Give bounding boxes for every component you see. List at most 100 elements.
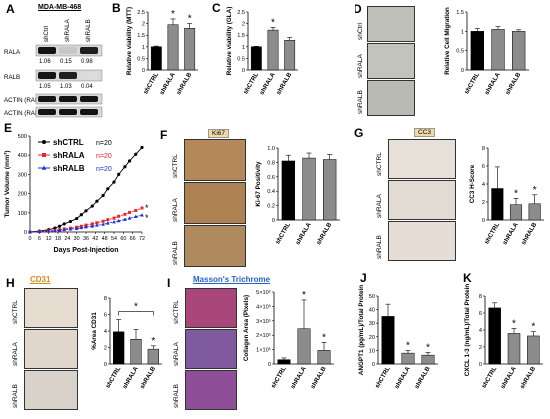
x-tick-label: shRALB xyxy=(139,365,158,390)
blot-band xyxy=(38,96,56,102)
data-point xyxy=(46,229,51,233)
micrograph-row-label: shCtrl xyxy=(357,23,364,40)
x-tick-label: 18 xyxy=(55,236,61,242)
stain-label: Ki67 xyxy=(208,129,230,138)
cc3-micrograph-shctrl xyxy=(388,139,456,179)
y-tick-label: 3×10⁵ xyxy=(256,318,271,325)
blot-quant-value: 0.98 xyxy=(81,59,93,65)
blot-band xyxy=(38,109,56,115)
blot-row-label: RALB xyxy=(4,74,20,81)
significance-star: * xyxy=(134,301,138,312)
y-axis-label: Tumor Volume (mm³) xyxy=(4,150,11,217)
x-tick-label: shCTRL xyxy=(142,71,160,95)
legend-n: n=20 xyxy=(96,140,112,147)
y-tick-label: 2 xyxy=(242,22,245,28)
data-point xyxy=(79,213,83,217)
blot-quant-value: 0.04 xyxy=(81,84,93,90)
bar xyxy=(284,40,296,71)
data-point xyxy=(90,204,94,208)
trichrome-micrograph-shrala xyxy=(185,329,237,369)
legend-label: shRALB xyxy=(53,164,85,173)
micrograph-row-label: shRALB xyxy=(173,384,180,408)
y-tick-label: 5×10⁵ xyxy=(256,289,271,296)
y-axis-label: Relative viability (GLA) xyxy=(226,7,233,76)
data-point xyxy=(140,206,144,210)
data-point xyxy=(90,224,95,228)
y-tick-label: 1 xyxy=(142,45,145,51)
blot-quant-value: 1.06 xyxy=(39,59,51,65)
x-tick-label: shRALB xyxy=(519,365,538,390)
y-axis-label: Collagen Area (Pixels) xyxy=(243,295,250,361)
data-point xyxy=(117,172,121,176)
significance-star: * xyxy=(271,17,275,28)
y-tick-label: 50 xyxy=(369,294,375,300)
bar xyxy=(323,159,337,221)
data-point xyxy=(123,165,127,169)
blot-row-label: ACTIN (RALB) xyxy=(4,110,45,117)
trichrome-micrograph-shralb xyxy=(185,370,237,410)
cd31-micrograph-shctrl xyxy=(24,288,78,328)
panel-letter: I xyxy=(167,276,171,290)
significance-bracket xyxy=(118,311,154,316)
ki67-micrograph-shctrl xyxy=(184,139,246,181)
bar xyxy=(528,203,541,221)
x-tick-label: shCTRL xyxy=(374,365,392,389)
y-tick-label: 0 xyxy=(372,362,375,368)
significance-star: * xyxy=(514,188,518,199)
bar xyxy=(401,352,415,365)
blot-quant-value: 1.03 xyxy=(60,84,72,90)
y-tick-label: 0.5 xyxy=(237,56,245,62)
y-tick-label: 1.5 xyxy=(237,33,245,39)
x-tick-label: 12 xyxy=(46,236,52,242)
y-tick-label: 0 xyxy=(479,362,482,368)
bar xyxy=(184,27,196,71)
y-tick-label: 1.5 xyxy=(137,33,145,39)
data-point xyxy=(105,221,110,225)
data-point xyxy=(74,226,79,230)
x-tick-label: shRALB xyxy=(309,365,328,390)
data-point xyxy=(127,159,132,163)
panel-d-migration: D shCtrl shRALA shRALB 0 0.5 1 1.5 Relative … xyxy=(355,0,550,120)
y-tick-label: 0 xyxy=(482,218,485,224)
y-tick-label: 300 xyxy=(18,172,27,178)
panel-letter: J xyxy=(360,271,367,285)
panel-a-western-blot: A MDA-MB-468 shCtrl shRALA shRALB RALA 1.06 0… xyxy=(0,0,110,120)
y-tick-label: 4 xyxy=(104,329,107,335)
bar xyxy=(527,335,540,365)
y-tick-label: 200 xyxy=(18,192,27,198)
migration-micrograph-shctrl xyxy=(367,6,415,42)
data-point xyxy=(101,193,105,198)
legend-marker xyxy=(42,140,46,144)
x-tick-label: shCTRL xyxy=(270,365,288,389)
y-tick-label: 2×10⁵ xyxy=(256,332,271,339)
micrograph-row-label: shRALA xyxy=(376,194,383,218)
data-point xyxy=(128,210,132,214)
significance-star: * xyxy=(322,332,326,343)
data-point xyxy=(84,209,88,213)
data-point xyxy=(106,187,110,191)
bar xyxy=(421,354,435,365)
blot-band xyxy=(80,47,98,54)
y-tick-label: 0.4 xyxy=(267,189,275,195)
bar xyxy=(470,31,484,71)
y-tick-label: 2 xyxy=(142,22,145,28)
panel-c-gla-chart: C 0 0.5 1 1.5 2 2.5 Relative viability (GLA) shC… xyxy=(210,0,305,120)
blot-row-label: ACTIN (RALA) xyxy=(4,97,45,104)
micrograph-row-label: shRALA xyxy=(173,342,180,366)
bar xyxy=(297,328,311,365)
x-tick-label: shCTRL xyxy=(480,365,498,389)
cd31-micrograph-shrala xyxy=(24,329,78,369)
micrograph-row-label: shRALB xyxy=(172,241,179,265)
x-tick-label: 54 xyxy=(111,236,117,242)
y-tick-label: 0 xyxy=(242,68,245,74)
y-tick-label: 2.5 xyxy=(137,10,145,16)
legend-marker xyxy=(42,153,46,157)
x-tick-label: 24 xyxy=(64,236,70,242)
bar xyxy=(488,307,501,365)
y-tick-label: 0.6 xyxy=(267,175,275,181)
x-tick-label: shCTRL xyxy=(483,221,501,245)
cc3-micrograph-shralb xyxy=(388,221,456,261)
data-point xyxy=(106,218,110,222)
data-point xyxy=(112,216,116,220)
panel-k-cxcl: K 0 2 4 6 8 CXCL 1-3 (ng/mL)/Total Protein shCT… xyxy=(445,270,550,419)
